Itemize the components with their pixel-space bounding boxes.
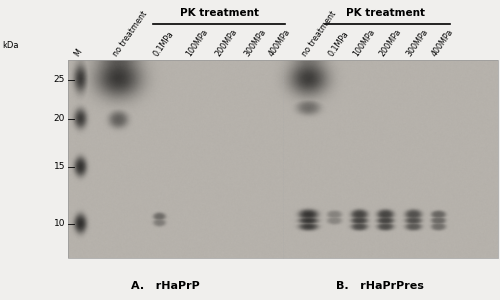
- Text: B.   rHaPrPres: B. rHaPrPres: [336, 281, 424, 291]
- Text: no treatment: no treatment: [111, 10, 149, 58]
- Text: 400MPa: 400MPa: [430, 28, 456, 58]
- Text: 200MPa: 200MPa: [214, 28, 240, 58]
- Text: 25: 25: [54, 75, 65, 84]
- Text: 0.1MPa: 0.1MPa: [152, 30, 176, 58]
- Text: PK treatment: PK treatment: [180, 8, 260, 19]
- Text: 300MPa: 300MPa: [242, 28, 268, 58]
- Text: M: M: [72, 48, 84, 58]
- Text: PK treatment: PK treatment: [346, 8, 424, 19]
- Text: 15: 15: [54, 162, 65, 171]
- Text: kDa: kDa: [2, 40, 19, 50]
- Text: 10: 10: [54, 219, 65, 228]
- Text: 20: 20: [54, 114, 65, 123]
- Text: no treatment: no treatment: [300, 10, 338, 58]
- Text: A.   rHaPrP: A. rHaPrP: [130, 281, 200, 291]
- Bar: [68, 60, 498, 258]
- Text: 300MPa: 300MPa: [405, 28, 430, 58]
- Text: 0.1MPa: 0.1MPa: [326, 30, 350, 58]
- Text: 100MPa: 100MPa: [184, 28, 210, 58]
- Text: 100MPa: 100MPa: [352, 28, 377, 58]
- Text: 200MPa: 200MPa: [378, 28, 403, 58]
- Text: 400MPa: 400MPa: [266, 28, 292, 58]
